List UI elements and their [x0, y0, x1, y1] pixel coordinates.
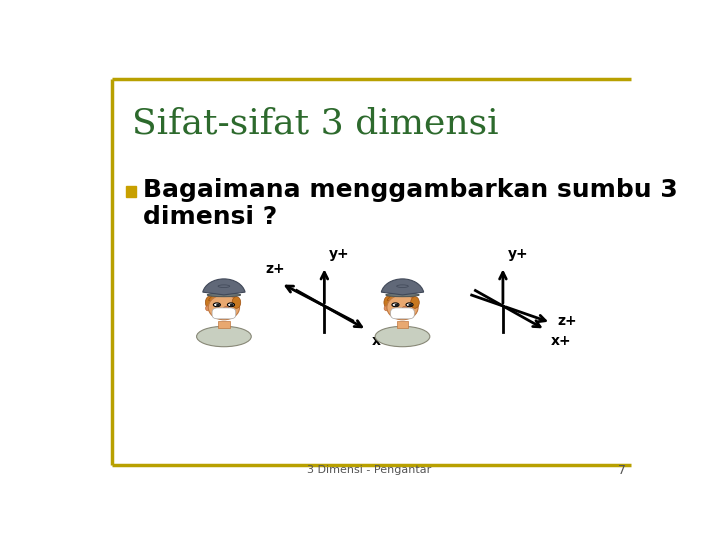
Ellipse shape [197, 326, 251, 347]
Bar [397, 321, 408, 328]
Ellipse shape [205, 296, 215, 309]
Ellipse shape [218, 285, 230, 287]
Text: z+: z+ [266, 262, 285, 276]
Text: dimensi ?: dimensi ? [143, 205, 277, 229]
Ellipse shape [206, 306, 210, 310]
Ellipse shape [375, 326, 430, 347]
Circle shape [395, 303, 399, 307]
Ellipse shape [384, 296, 394, 309]
Text: z+: z+ [558, 314, 577, 328]
Ellipse shape [387, 295, 418, 320]
Ellipse shape [402, 307, 408, 309]
Text: x+: x+ [372, 334, 393, 348]
Wedge shape [387, 292, 418, 305]
Ellipse shape [392, 303, 399, 307]
Text: 3 Dimensi - Pengantar: 3 Dimensi - Pengantar [307, 465, 431, 475]
Text: y+: y+ [329, 247, 349, 261]
Circle shape [230, 303, 234, 307]
Wedge shape [209, 292, 239, 305]
Text: x+: x+ [551, 334, 572, 348]
Ellipse shape [208, 295, 240, 320]
Bar [218, 321, 230, 328]
Ellipse shape [228, 303, 235, 307]
FancyBboxPatch shape [212, 308, 235, 319]
Text: 7: 7 [618, 464, 626, 477]
Wedge shape [382, 279, 423, 295]
Ellipse shape [207, 293, 240, 296]
Text: Bagaimana menggambarkan sumbu 3: Bagaimana menggambarkan sumbu 3 [143, 178, 678, 202]
Text: y+: y+ [508, 247, 528, 261]
Circle shape [408, 303, 413, 307]
Bar [126, 186, 136, 197]
Ellipse shape [232, 296, 240, 308]
Ellipse shape [386, 293, 419, 296]
Ellipse shape [397, 285, 408, 287]
Ellipse shape [406, 303, 413, 307]
Ellipse shape [410, 296, 419, 308]
Ellipse shape [384, 306, 389, 310]
Circle shape [216, 303, 220, 307]
FancyBboxPatch shape [391, 308, 414, 319]
Wedge shape [203, 279, 245, 295]
Ellipse shape [224, 307, 229, 309]
Text: Sifat-sifat 3 dimensi: Sifat-sifat 3 dimensi [132, 106, 498, 140]
Ellipse shape [213, 303, 220, 307]
